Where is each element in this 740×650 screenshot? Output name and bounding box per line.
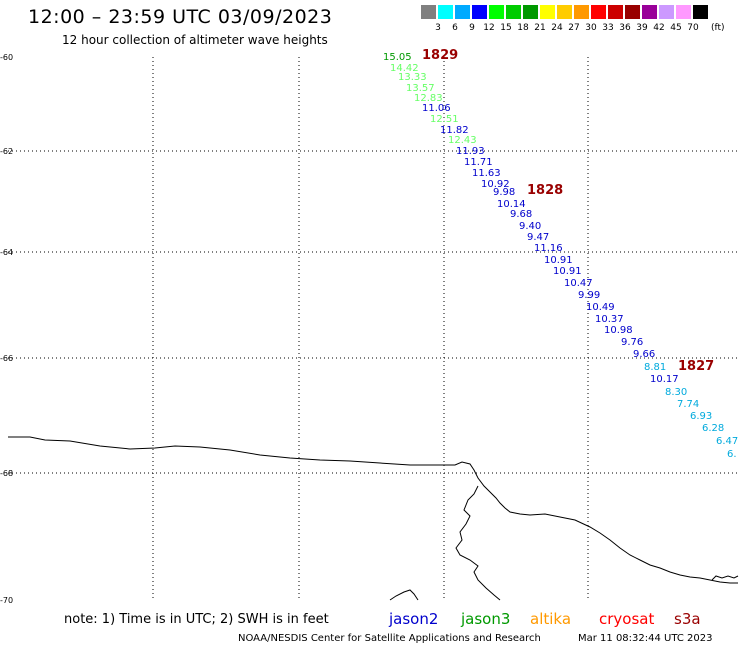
color-scale-label: 39 <box>636 23 648 33</box>
credit-text: NOAA/NESDIS Center for Satellite Applica… <box>238 633 541 644</box>
color-swatch <box>523 5 538 19</box>
wave-height-reading: 11.06 <box>422 103 451 114</box>
satellite-legend-cryosat: cryosat <box>599 610 655 628</box>
orbit-pass-number: 1829 <box>422 48 458 63</box>
wave-height-reading: 9.47 <box>527 232 549 243</box>
latitude-label: -66 <box>0 354 13 363</box>
wave-height-reading: 10.49 <box>586 302 615 313</box>
wave-height-reading: 8.81 <box>644 362 666 373</box>
color-scale-label: 45 <box>670 23 682 33</box>
wave-height-reading: 13.33 <box>398 72 427 83</box>
color-scale-label: 6 <box>452 23 458 33</box>
wave-height-reading: 9.98 <box>493 187 515 198</box>
wave-height-reading: 9.99 <box>578 290 600 301</box>
color-swatch <box>693 5 708 19</box>
chart-subtitle: 12 hour collection of altimeter wave hei… <box>62 33 328 47</box>
color-scale-label: 30 <box>585 23 597 33</box>
wave-height-reading: 11.16 <box>534 243 563 254</box>
color-scale-unit: (ft) <box>711 23 725 33</box>
color-swatch <box>506 5 521 19</box>
wave-height-reading: 12.83 <box>414 93 443 104</box>
latitude-label: -60 <box>0 53 13 62</box>
color-swatch <box>608 5 623 19</box>
color-scale-label: 70 <box>687 23 699 33</box>
wave-height-reading: 11.71 <box>464 157 493 168</box>
wave-height-reading: 6.47 <box>716 436 738 447</box>
units-note: note: 1) Time is in UTC; 2) SWH is in fe… <box>64 612 329 627</box>
wave-height-reading: 6. <box>727 449 737 460</box>
wave-height-reading: 9.40 <box>519 221 541 232</box>
orbit-pass-labels: 1829 1828 1827 <box>422 48 714 374</box>
wave-height-reading: 7.74 <box>677 399 699 410</box>
footer: NOAA/NESDIS Center for Satellite Applica… <box>0 633 740 649</box>
color-swatch <box>472 5 487 19</box>
satellite-legend-jason2: jason2 <box>389 610 439 628</box>
color-scale-label: 3 <box>435 23 441 33</box>
latitude-label: -64 <box>0 248 13 257</box>
legend-bar: note: 1) Time is in UTC; 2) SWH is in fe… <box>0 610 740 630</box>
satellite-legend-altika: altika <box>530 610 572 628</box>
wave-height-reading: 10.14 <box>497 199 526 210</box>
wave-height-reading: 11.82 <box>440 125 469 136</box>
color-swatch <box>642 5 657 19</box>
wave-height-reading: 10.92 <box>481 179 510 190</box>
latitude-label: -68 <box>0 469 13 478</box>
color-swatch <box>659 5 674 19</box>
color-scale-label: 18 <box>517 23 529 33</box>
wave-height-reading: 6.28 <box>702 423 724 434</box>
color-scale-label: 12 <box>483 23 495 33</box>
antarctic-coastline <box>8 436 739 601</box>
wave-height-readings: 15.0514.4213.3313.5712.8311.0612.5111.82… <box>383 52 738 460</box>
wave-height-reading: 8.30 <box>665 387 687 398</box>
color-swatch <box>455 5 470 19</box>
wave-height-reading: 13.57 <box>406 83 435 94</box>
color-scale-label: 9 <box>469 23 475 33</box>
orbit-pass-number: 1828 <box>527 183 563 198</box>
wave-height-reading: 9.76 <box>621 337 643 348</box>
color-scale-label: 24 <box>551 23 563 33</box>
color-scale-label: 36 <box>619 23 631 33</box>
color-swatch <box>676 5 691 19</box>
orbit-pass-number: 1827 <box>678 359 714 374</box>
color-swatch <box>591 5 606 19</box>
color-scale-label: 33 <box>602 23 614 33</box>
color-swatch <box>557 5 572 19</box>
wave-height-reading: 10.98 <box>604 325 633 336</box>
altimeter-map: -60-62-64-66-68-70606366697275 15.0514.4… <box>0 48 739 605</box>
generated-timestamp: Mar 11 08:32:44 UTC 2023 <box>578 633 713 644</box>
wave-height-reading: 11.93 <box>456 146 485 157</box>
color-swatch <box>625 5 640 19</box>
wave-height-reading: 10.91 <box>553 266 582 277</box>
wave-height-reading: 10.37 <box>595 314 624 325</box>
wave-height-reading: 12.51 <box>430 114 459 125</box>
wave-height-reading: 6.93 <box>690 411 712 422</box>
chart-title: 12:00 – 23:59 UTC 03/09/2023 <box>28 6 333 28</box>
wave-height-reading: 10.47 <box>564 278 593 289</box>
color-swatch <box>540 5 555 19</box>
wave-height-reading: 10.17 <box>650 374 679 385</box>
wave-height-reading: 12.43 <box>448 135 477 146</box>
graticule <box>8 57 738 600</box>
color-swatch <box>574 5 589 19</box>
wave-height-reading: 15.05 <box>383 52 412 63</box>
color-scale-label: 21 <box>534 23 546 33</box>
wave-height-reading: 9.66 <box>633 349 655 360</box>
color-swatch <box>489 5 504 19</box>
latitude-label: -70 <box>0 596 13 605</box>
color-scale-label: 42 <box>653 23 665 33</box>
latitude-label: -62 <box>0 147 13 156</box>
color-scale-label: 27 <box>568 23 580 33</box>
satellite-legend-jason3: jason3 <box>461 610 511 628</box>
color-swatch <box>438 5 453 19</box>
wave-height-reading: 14.42 <box>390 63 419 74</box>
axis-labels: -60-62-64-66-68-70606366697275 <box>0 53 13 605</box>
wave-height-reading: 10.91 <box>544 255 573 266</box>
color-scale-label: 15 <box>500 23 512 33</box>
satellite-legend-s3a: s3a <box>674 610 701 628</box>
wave-height-reading: 11.63 <box>472 168 501 179</box>
wave-height-reading: 9.68 <box>510 209 532 220</box>
color-swatch <box>421 5 436 19</box>
